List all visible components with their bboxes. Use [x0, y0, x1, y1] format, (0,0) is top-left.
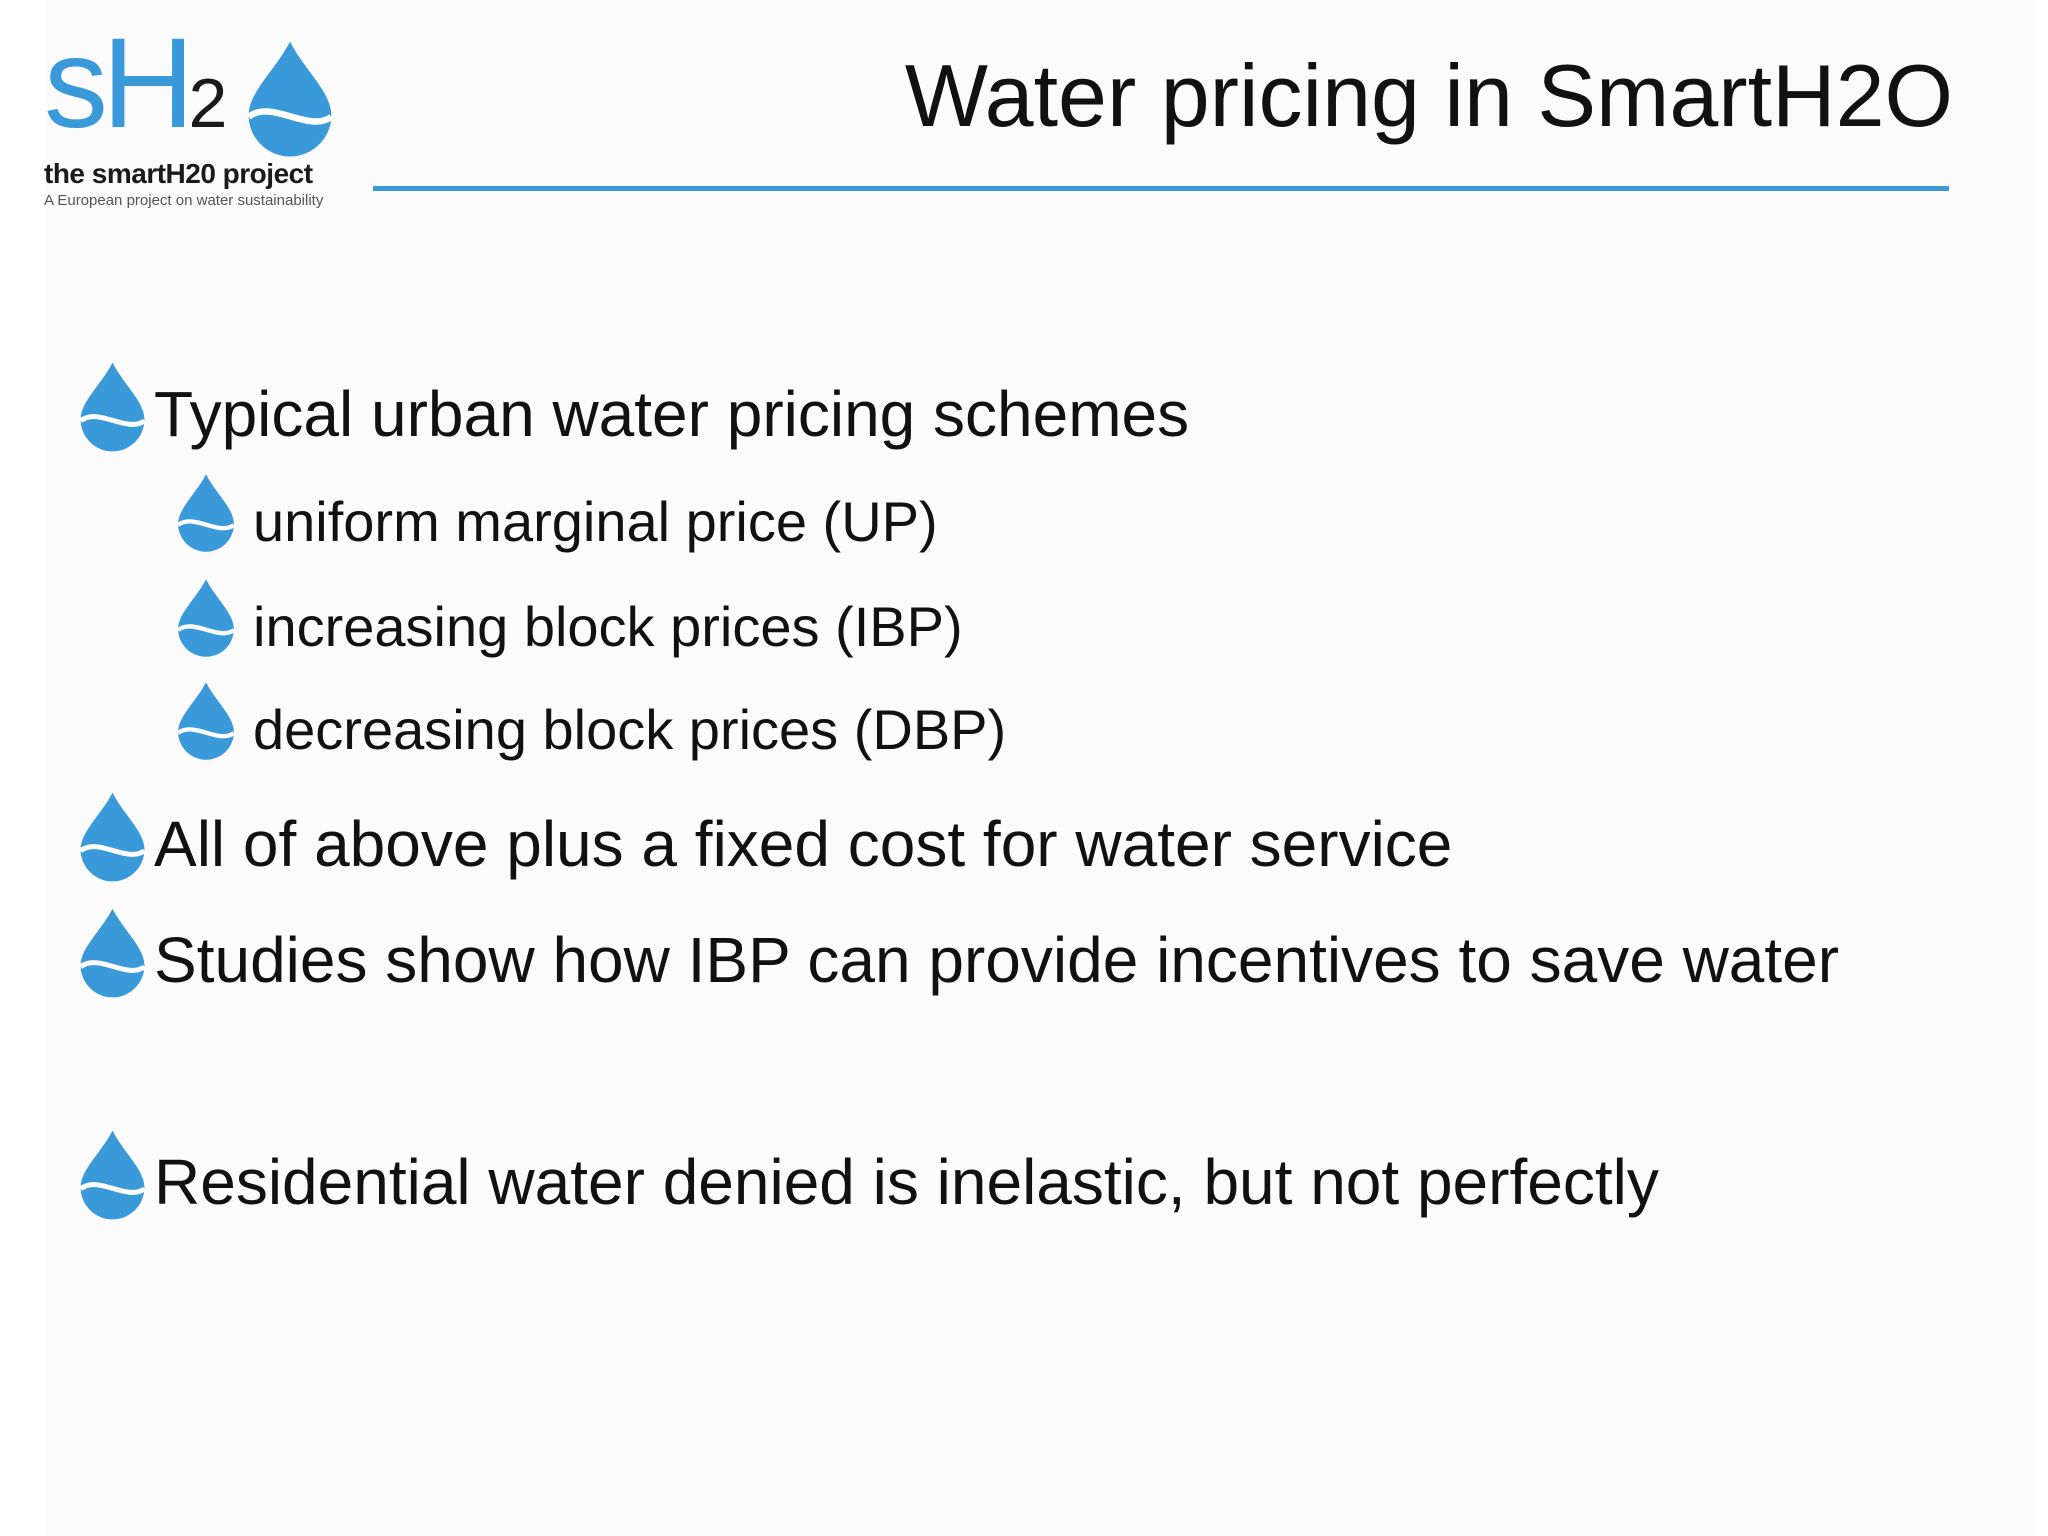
- bullet-drop: [176, 682, 236, 760]
- bullet-text: Studies show how IBP can provide incenti…: [154, 924, 1840, 996]
- bullet-text: Typical urban water pricing schemes: [154, 378, 1190, 450]
- bullet-item: uniform marginal price (UP): [176, 474, 1943, 558]
- title-rule: [373, 186, 1949, 191]
- bullet-text: All of above plus a fixed cost for water…: [154, 808, 1453, 880]
- bullet-item: decreasing block prices (DBP): [176, 682, 1943, 766]
- bullet-drop: [176, 474, 236, 552]
- bullet-text: increasing block prices (IBP): [253, 595, 963, 658]
- logo-tagline: A European project on water sustainabili…: [44, 192, 324, 209]
- bullet-item: Typical urban water pricing schemes: [79, 362, 1944, 465]
- bullet-item: Residential water denied is inelastic, b…: [79, 1130, 1944, 1233]
- bullet-text: decreasing block prices (DBP): [253, 698, 1007, 761]
- logo-subscript: 2: [188, 64, 227, 142]
- logo-drop: [246, 41, 334, 157]
- bullet-item: increasing block prices (IBP): [176, 579, 1943, 663]
- bullet-drop: [79, 362, 146, 452]
- logo-letters: sH2: [44, 20, 227, 148]
- bullet-drop: [176, 579, 236, 657]
- bullet-text: uniform marginal price (UP): [253, 490, 938, 553]
- bullet-drop: [79, 792, 146, 882]
- logo-text: sH: [44, 12, 194, 155]
- bullet-drop: [79, 1130, 146, 1220]
- bullet-item: All of above plus a fixed cost for water…: [79, 792, 1944, 895]
- slide-title: Water pricing in SmartH2O: [904, 46, 1953, 145]
- bullet-drop: [79, 908, 146, 998]
- bullet-text: Residential water denied is inelastic, b…: [154, 1146, 1659, 1218]
- logo-name: the smartH20 project: [44, 158, 313, 189]
- bullet-item: Studies show how IBP can provide incenti…: [79, 908, 1944, 1011]
- slide-background: [46, 0, 2036, 1536]
